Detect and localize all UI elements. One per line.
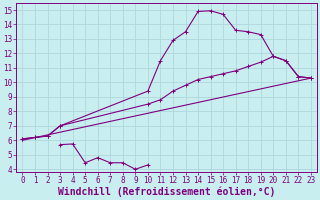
X-axis label: Windchill (Refroidissement éolien,°C): Windchill (Refroidissement éolien,°C): [58, 187, 276, 197]
